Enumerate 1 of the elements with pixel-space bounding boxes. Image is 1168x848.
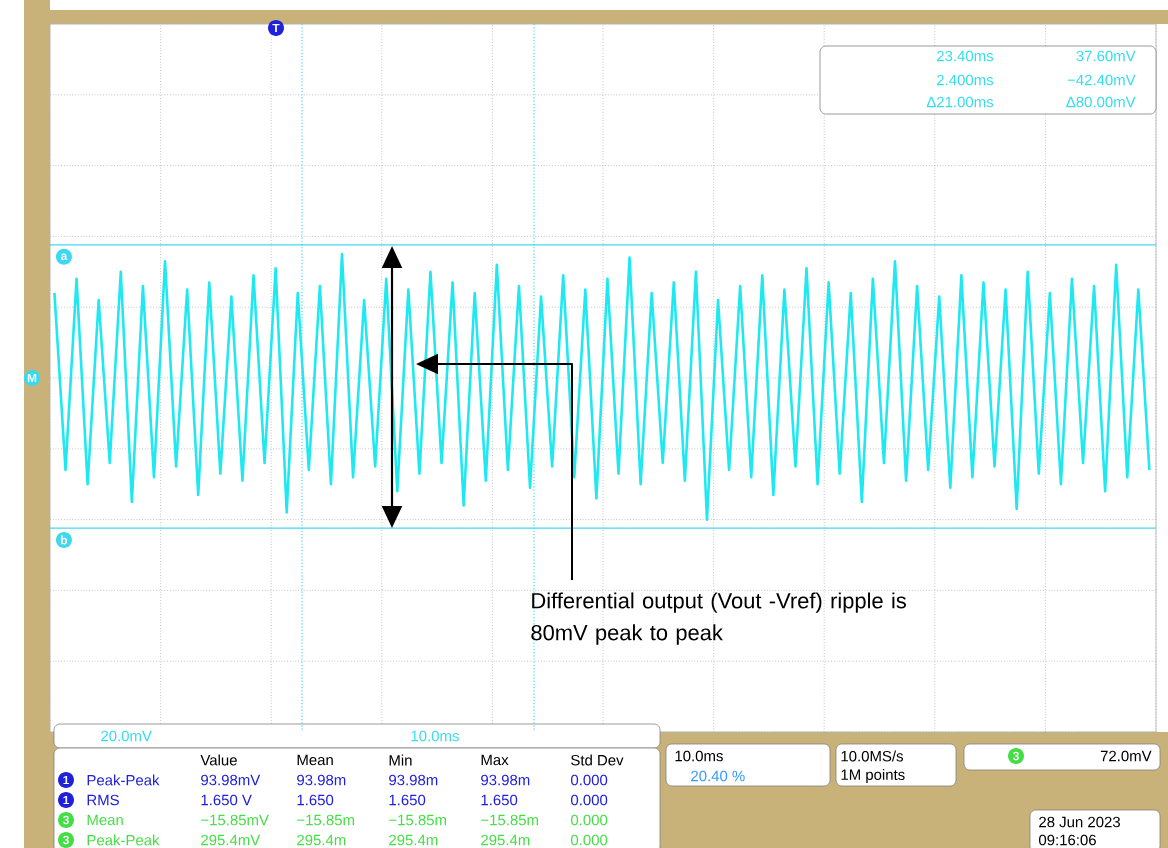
text: Differential output (Vout -Vref) ripple is 80mV peak to peak xyxy=(531,592,906,645)
